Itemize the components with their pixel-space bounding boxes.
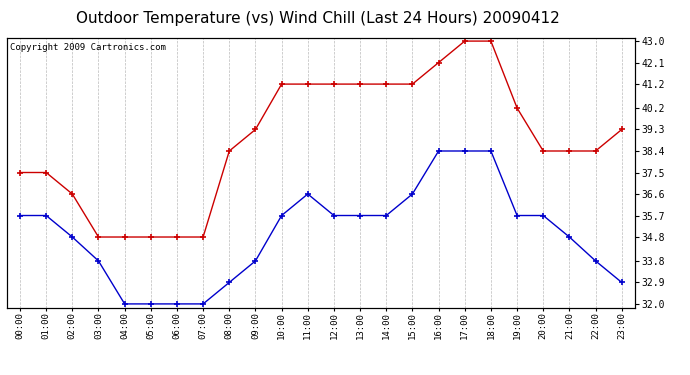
Text: Outdoor Temperature (vs) Wind Chill (Last 24 Hours) 20090412: Outdoor Temperature (vs) Wind Chill (Las… [75,11,560,26]
Text: Copyright 2009 Cartronics.com: Copyright 2009 Cartronics.com [10,43,166,52]
